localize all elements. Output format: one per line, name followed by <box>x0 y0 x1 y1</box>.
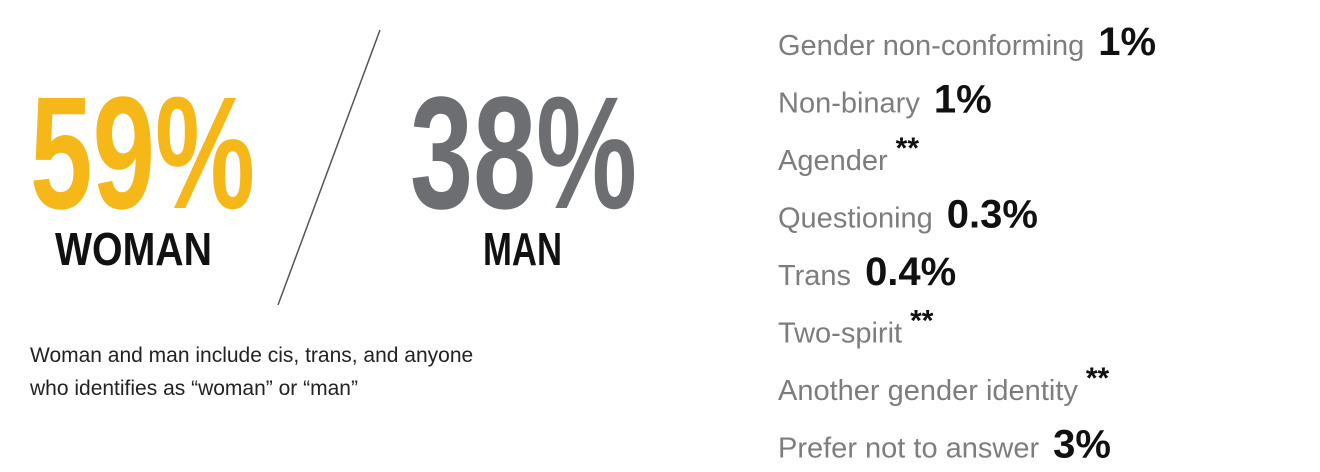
identity-value: 0.3% <box>947 193 1038 237</box>
identity-value: ** <box>896 132 920 165</box>
identity-row: Questioning 0.3% <box>778 193 1038 237</box>
identity-value: 0.4% <box>865 250 956 294</box>
identity-row: Trans 0.4% <box>778 250 956 294</box>
identity-value: 3% <box>1053 423 1111 467</box>
woman-label: WOMAN <box>55 223 212 275</box>
identity-value: 1% <box>934 78 992 122</box>
identity-label: Two-spirit <box>778 318 902 350</box>
identity-row: Non-binary 1% <box>778 78 992 122</box>
identity-row: Prefer not to answer 3% <box>778 423 1111 467</box>
identity-value: 1% <box>1098 20 1156 64</box>
identity-label: Questioning <box>778 203 933 235</box>
identity-label: Another gender identity <box>778 375 1078 407</box>
note-line: Woman and man include cis, trans, and an… <box>30 344 473 367</box>
identity-label: Agender <box>778 145 888 177</box>
identity-label: Trans <box>778 260 851 292</box>
identity-value: ** <box>910 305 934 338</box>
identity-list: Gender non-conforming 1% Non-binary 1% Agend… <box>778 20 1156 467</box>
identity-value: ** <box>1086 362 1110 395</box>
identity-label: Gender non-conforming <box>778 30 1084 62</box>
identity-row: Two-spirit ** <box>778 305 934 350</box>
man-label: MAN <box>483 223 562 275</box>
identity-row: Another gender identity ** <box>778 362 1110 407</box>
identity-label: Non-binary <box>778 88 920 120</box>
woman-percent: 59% <box>30 63 255 242</box>
man-percent: 38% <box>410 63 637 242</box>
identity-label: Prefer not to answer <box>778 433 1039 465</box>
note-line: who identifies as “woman” or “man” <box>29 377 358 400</box>
identity-row: Agender ** <box>778 132 919 177</box>
divider <box>277 29 381 306</box>
identity-row: Gender non-conforming 1% <box>778 20 1156 64</box>
